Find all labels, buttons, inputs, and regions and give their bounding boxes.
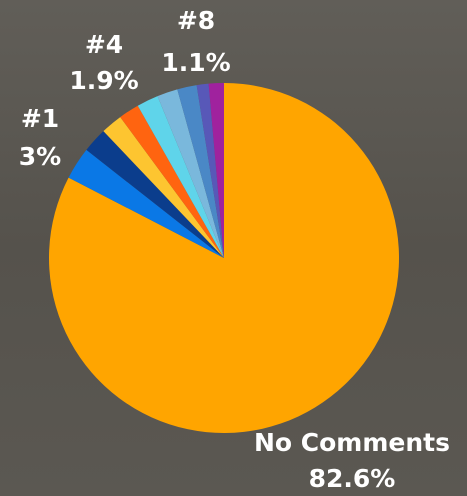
slice-label: #1 — [21, 104, 59, 133]
slice-label: #4 — [85, 30, 123, 59]
pie-slice — [68, 149, 225, 258]
slice-label: No Comments — [254, 428, 450, 457]
pie-slice — [208, 83, 224, 258]
value-label: 1.1% — [161, 48, 230, 77]
value-label: 1.9% — [69, 66, 138, 95]
pie-slice — [196, 83, 224, 258]
pie-slice — [137, 96, 224, 259]
pie-slice — [86, 131, 224, 258]
slice-label: #8 — [177, 6, 215, 35]
pie-slice — [157, 89, 224, 258]
value-label: 82.6% — [309, 464, 396, 493]
labels: No Comments 82.6% #1 3% #4 1.9% #8 1.1% — [19, 6, 450, 493]
pie-slice — [177, 85, 224, 258]
pie-slice — [103, 117, 224, 258]
pie-slice — [120, 105, 224, 259]
value-label: 3% — [19, 142, 61, 171]
pie-slice — [48, 83, 400, 433]
pie — [48, 83, 400, 433]
